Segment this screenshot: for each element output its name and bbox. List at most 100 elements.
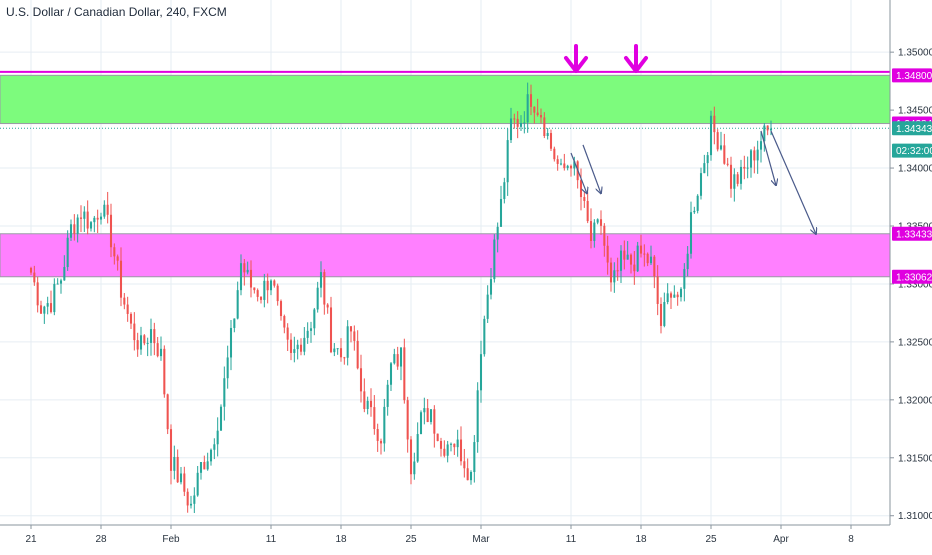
- candle: [129, 312, 133, 330]
- candle: [533, 106, 536, 124]
- candle-body: [486, 294, 489, 319]
- candle-body: [419, 412, 423, 435]
- candle: [733, 168, 736, 202]
- candle-body: [73, 224, 76, 234]
- candle-body: [746, 167, 749, 169]
- candle: [503, 177, 506, 204]
- candle-body: [346, 326, 349, 358]
- candle-body: [166, 394, 169, 430]
- candle-body: [283, 316, 286, 328]
- candle-body: [696, 195, 699, 211]
- candle: [249, 260, 253, 298]
- candle-body: [69, 224, 73, 238]
- candle: [603, 223, 606, 257]
- candle-body: [623, 250, 626, 260]
- candle: [753, 146, 756, 174]
- candle: [63, 255, 66, 281]
- candle: [399, 347, 403, 381]
- candle-body: [119, 260, 123, 298]
- candle-body: [326, 304, 329, 308]
- candle: [709, 110, 713, 161]
- candle: [96, 209, 99, 233]
- candle: [756, 140, 759, 174]
- trend-arrow: [770, 130, 816, 234]
- candles: [29, 82, 773, 514]
- candle-body: [546, 133, 549, 137]
- candle: [236, 281, 239, 320]
- candle: [663, 292, 666, 328]
- candle-body: [229, 327, 233, 358]
- candle-body: [736, 174, 739, 184]
- candle-body: [459, 439, 463, 462]
- candle: [266, 273, 269, 304]
- candle-body: [496, 226, 499, 240]
- candle: [169, 424, 173, 485]
- candle: [213, 438, 216, 460]
- candle-body: [636, 245, 639, 272]
- candle-body: [383, 406, 386, 444]
- candle: [263, 273, 266, 308]
- candle: [329, 296, 333, 354]
- candle-body: [266, 280, 269, 291]
- candle: [156, 336, 159, 358]
- candle-body: [216, 430, 219, 445]
- candle-body: [296, 344, 299, 350]
- candle: [629, 253, 633, 274]
- candle: [726, 157, 729, 167]
- candle: [566, 164, 569, 171]
- candle: [173, 445, 176, 480]
- candle-body: [659, 303, 663, 326]
- price-label-text: 1.34800: [896, 71, 932, 82]
- candle: [623, 240, 626, 270]
- price-label-level: 1.33062: [892, 269, 932, 284]
- candle: [33, 265, 36, 286]
- candle: [489, 268, 493, 300]
- candle: [359, 354, 363, 403]
- candle-body: [629, 254, 633, 265]
- candle: [516, 111, 519, 139]
- candle-body: [386, 384, 389, 407]
- candle: [229, 320, 233, 371]
- candle: [439, 437, 443, 457]
- candle-body: [763, 125, 766, 142]
- candle-body: [479, 354, 483, 391]
- candle-body: [476, 390, 479, 443]
- candle-body: [743, 166, 746, 169]
- candle: [513, 113, 516, 129]
- y-tick-label: 1.35000: [898, 48, 932, 59]
- candle: [556, 155, 559, 171]
- candle-body: [319, 272, 323, 288]
- candle: [666, 283, 669, 305]
- candle: [29, 266, 33, 275]
- candle-body: [709, 115, 713, 156]
- candle-body: [33, 272, 36, 283]
- candle-body: [169, 429, 173, 471]
- candle: [599, 210, 603, 235]
- candle-body: [199, 461, 203, 473]
- candle-body: [173, 456, 176, 471]
- y-tick-label: 1.34500: [898, 106, 932, 117]
- down-arrow-marker: [624, 44, 648, 73]
- candle-body: [186, 491, 189, 506]
- candle-body: [336, 348, 339, 350]
- candle: [689, 201, 693, 259]
- candle: [373, 395, 376, 435]
- candle: [159, 336, 163, 361]
- candle: [326, 303, 329, 314]
- candle-body: [603, 225, 606, 246]
- candle: [746, 156, 749, 179]
- candle: [766, 125, 769, 136]
- candle: [136, 332, 139, 357]
- candle-body: [733, 174, 736, 189]
- candle: [736, 171, 739, 187]
- candle: [583, 191, 586, 208]
- candle-body: [143, 335, 146, 344]
- candle-body: [769, 128, 773, 131]
- candle: [526, 82, 529, 133]
- candle-body: [666, 293, 669, 303]
- x-tick-label: Mar: [472, 534, 490, 545]
- candle: [226, 345, 229, 389]
- candle-body: [289, 339, 293, 353]
